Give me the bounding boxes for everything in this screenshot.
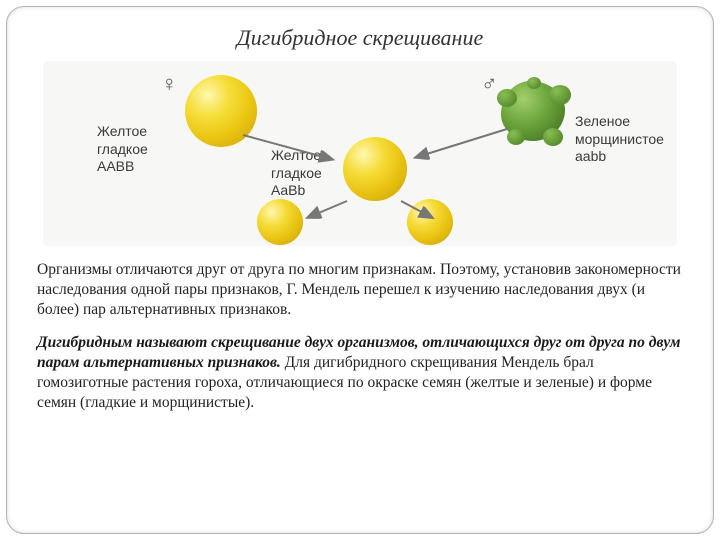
slide-frame: Дигибридное скрещивание ♀ Желтое гладкое…: [6, 6, 714, 534]
cross-arrows: [43, 61, 683, 246]
slide-title: Дигибридное скрещивание: [37, 25, 683, 51]
paragraph-1: Организмы отличаются друг от друга по мн…: [37, 260, 683, 319]
paragraph-2: Дигибридным называют скрещивание двух ор…: [37, 333, 683, 412]
cross-diagram: ♀ Желтое гладкое ААBB ♂ Зеленое морщинис…: [43, 61, 677, 246]
